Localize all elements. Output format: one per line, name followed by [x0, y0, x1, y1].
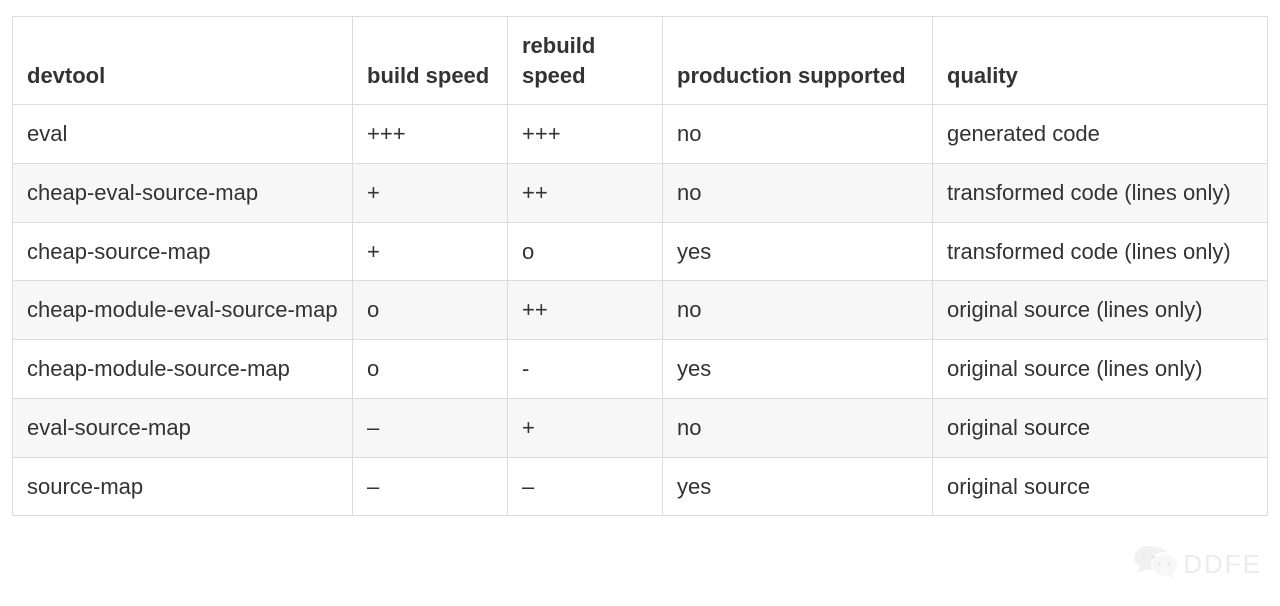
table-row: cheap-eval-source-map + ++ no transforme…: [13, 164, 1268, 223]
cell-rebuild-speed: -: [508, 340, 663, 399]
cell-build-speed: +++: [353, 105, 508, 164]
cell-build-speed: –: [353, 457, 508, 516]
cell-rebuild-speed: ++: [508, 281, 663, 340]
cell-production: no: [663, 398, 933, 457]
cell-build-speed: +: [353, 164, 508, 223]
cell-rebuild-speed: o: [508, 222, 663, 281]
cell-devtool: eval: [13, 105, 353, 164]
cell-quality: transformed code (lines only): [933, 222, 1268, 281]
cell-devtool: cheap-source-map: [13, 222, 353, 281]
watermark-text: DDFE: [1183, 549, 1262, 580]
devtool-table: devtool build speed rebuild speed produc…: [12, 16, 1268, 516]
col-header-rebuild-speed: rebuild speed: [508, 17, 663, 105]
table-row: eval +++ +++ no generated code: [13, 105, 1268, 164]
col-header-build-speed: build speed: [353, 17, 508, 105]
cell-devtool: cheap-module-eval-source-map: [13, 281, 353, 340]
table-row: cheap-module-source-map o - yes original…: [13, 340, 1268, 399]
table-row: eval-source-map – + no original source: [13, 398, 1268, 457]
col-header-quality: quality: [933, 17, 1268, 105]
cell-production: no: [663, 164, 933, 223]
cell-build-speed: –: [353, 398, 508, 457]
cell-production: yes: [663, 222, 933, 281]
table-row: source-map – – yes original source: [13, 457, 1268, 516]
cell-quality: original source: [933, 457, 1268, 516]
cell-production: no: [663, 105, 933, 164]
cell-production: no: [663, 281, 933, 340]
cell-production: yes: [663, 457, 933, 516]
cell-rebuild-speed: ++: [508, 164, 663, 223]
col-header-production-supported: production supported: [663, 17, 933, 105]
cell-quality: transformed code (lines only): [933, 164, 1268, 223]
cell-devtool: eval-source-map: [13, 398, 353, 457]
col-header-devtool: devtool: [13, 17, 353, 105]
cell-devtool: cheap-eval-source-map: [13, 164, 353, 223]
cell-quality: original source (lines only): [933, 281, 1268, 340]
cell-quality: generated code: [933, 105, 1268, 164]
watermark: DDFE: [1133, 542, 1262, 586]
cell-rebuild-speed: +: [508, 398, 663, 457]
cell-devtool: source-map: [13, 457, 353, 516]
cell-build-speed: +: [353, 222, 508, 281]
cell-build-speed: o: [353, 281, 508, 340]
cell-production: yes: [663, 340, 933, 399]
cell-rebuild-speed: +++: [508, 105, 663, 164]
chat-bubble-icon: [1133, 542, 1177, 586]
cell-rebuild-speed: –: [508, 457, 663, 516]
table-row: cheap-module-eval-source-map o ++ no ori…: [13, 281, 1268, 340]
table-row: cheap-source-map + o yes transformed cod…: [13, 222, 1268, 281]
table-header-row: devtool build speed rebuild speed produc…: [13, 17, 1268, 105]
cell-quality: original source: [933, 398, 1268, 457]
cell-build-speed: o: [353, 340, 508, 399]
cell-devtool: cheap-module-source-map: [13, 340, 353, 399]
cell-quality: original source (lines only): [933, 340, 1268, 399]
